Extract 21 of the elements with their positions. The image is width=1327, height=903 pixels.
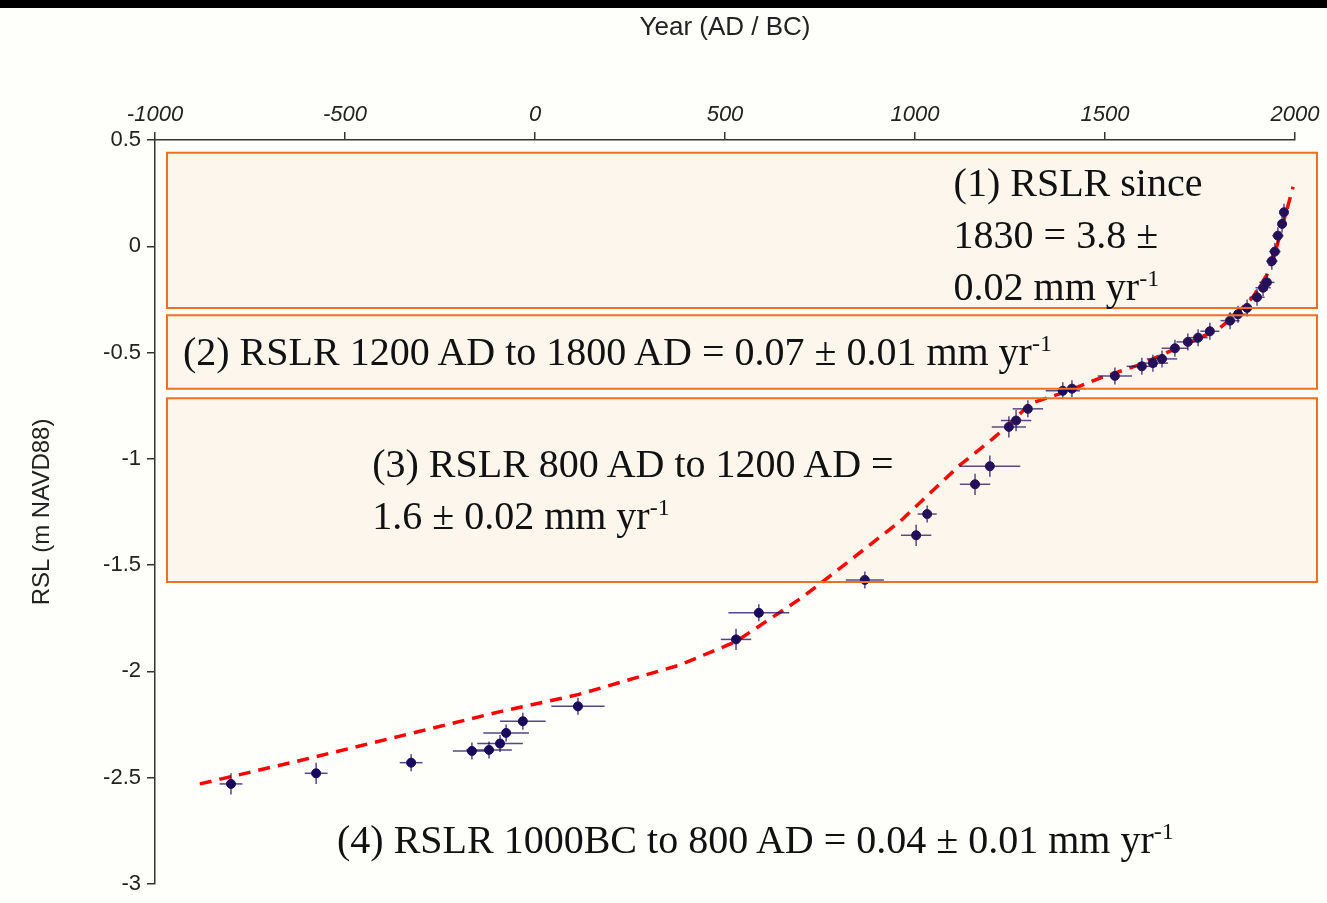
y-tick-label: -2.5 xyxy=(103,763,141,789)
y-tick-label: -3 xyxy=(121,869,141,895)
band-label: (2) RSLR 1200 AD to 1800 AD = 0.07 ± 0.01 mm yr$^{-1}$ xyxy=(182,327,1053,376)
y-tick-label: -1 xyxy=(121,444,141,470)
band-label: (3) RSLR 800 AD to 1200 AD = 1.6 ± 0.02 mm yr$^{-1}$ xyxy=(372,440,895,541)
y-tick-label: 0 xyxy=(128,232,141,258)
y-tick-label: -1.5 xyxy=(103,551,141,577)
band-label: (1) RSLR since 1830 = 3.8 ± 0.02 mm yr$^{-1}$ xyxy=(953,158,1204,311)
y-tick-label: 0.5 xyxy=(110,126,141,152)
y-tick-label: -0.5 xyxy=(103,338,141,364)
x-tick-label: 1500 xyxy=(1080,100,1131,126)
x-axis-title: Year (AD / BC) xyxy=(639,10,811,41)
x-tick-label: 500 xyxy=(706,100,745,126)
x-tick-label: 0 xyxy=(528,100,542,126)
x-tick-label: -500 xyxy=(322,100,368,126)
x-tick-label: 2000 xyxy=(1269,100,1321,126)
x-tick-label: -1000 xyxy=(126,100,184,126)
y-axis-title: RSL (m NAVD88) xyxy=(27,418,55,606)
y-tick-label: -2 xyxy=(121,657,141,683)
x-tick-label: 1000 xyxy=(890,100,941,126)
annotation: (4) RSLR 1000BC to 800 AD = 0.04 ± 0.01 mm yr$^{-1}$ xyxy=(337,816,1174,864)
